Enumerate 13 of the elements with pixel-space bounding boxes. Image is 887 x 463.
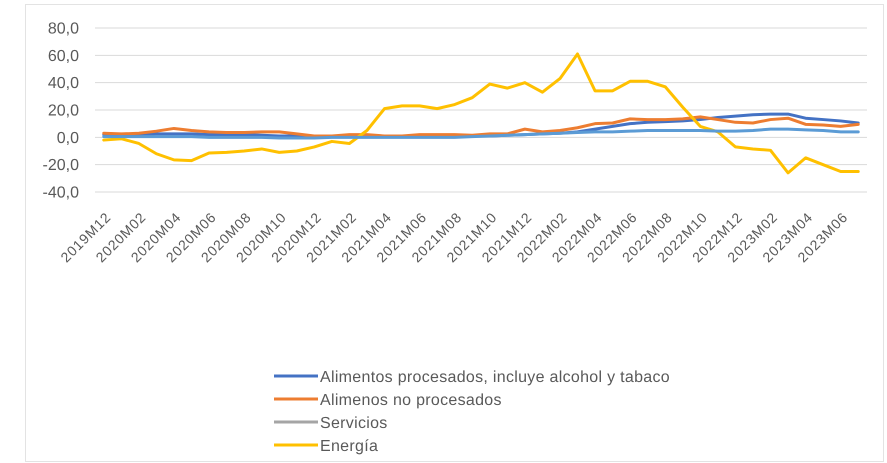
line-series	[102, 52, 860, 174]
y-tick-label: 60,0	[48, 48, 80, 65]
y-tick-label: -40,0	[42, 184, 80, 202]
y-tick-label: 80,0	[48, 20, 80, 38]
y-tick-label: -20,0	[42, 157, 80, 174]
y-tick-label: 0,0	[56, 130, 80, 147]
legend-label: Energía	[320, 438, 378, 455]
line-series	[102, 128, 860, 140]
legend-label: Alimentos procesados, incluye alcohol y tabaco	[320, 369, 670, 386]
legend-label: Servicios	[320, 415, 388, 432]
y-tick-label: 20,0	[48, 102, 80, 120]
legend-label: Alimenos no procesados	[320, 392, 502, 409]
y-tick-label: 40,0	[48, 75, 80, 92]
